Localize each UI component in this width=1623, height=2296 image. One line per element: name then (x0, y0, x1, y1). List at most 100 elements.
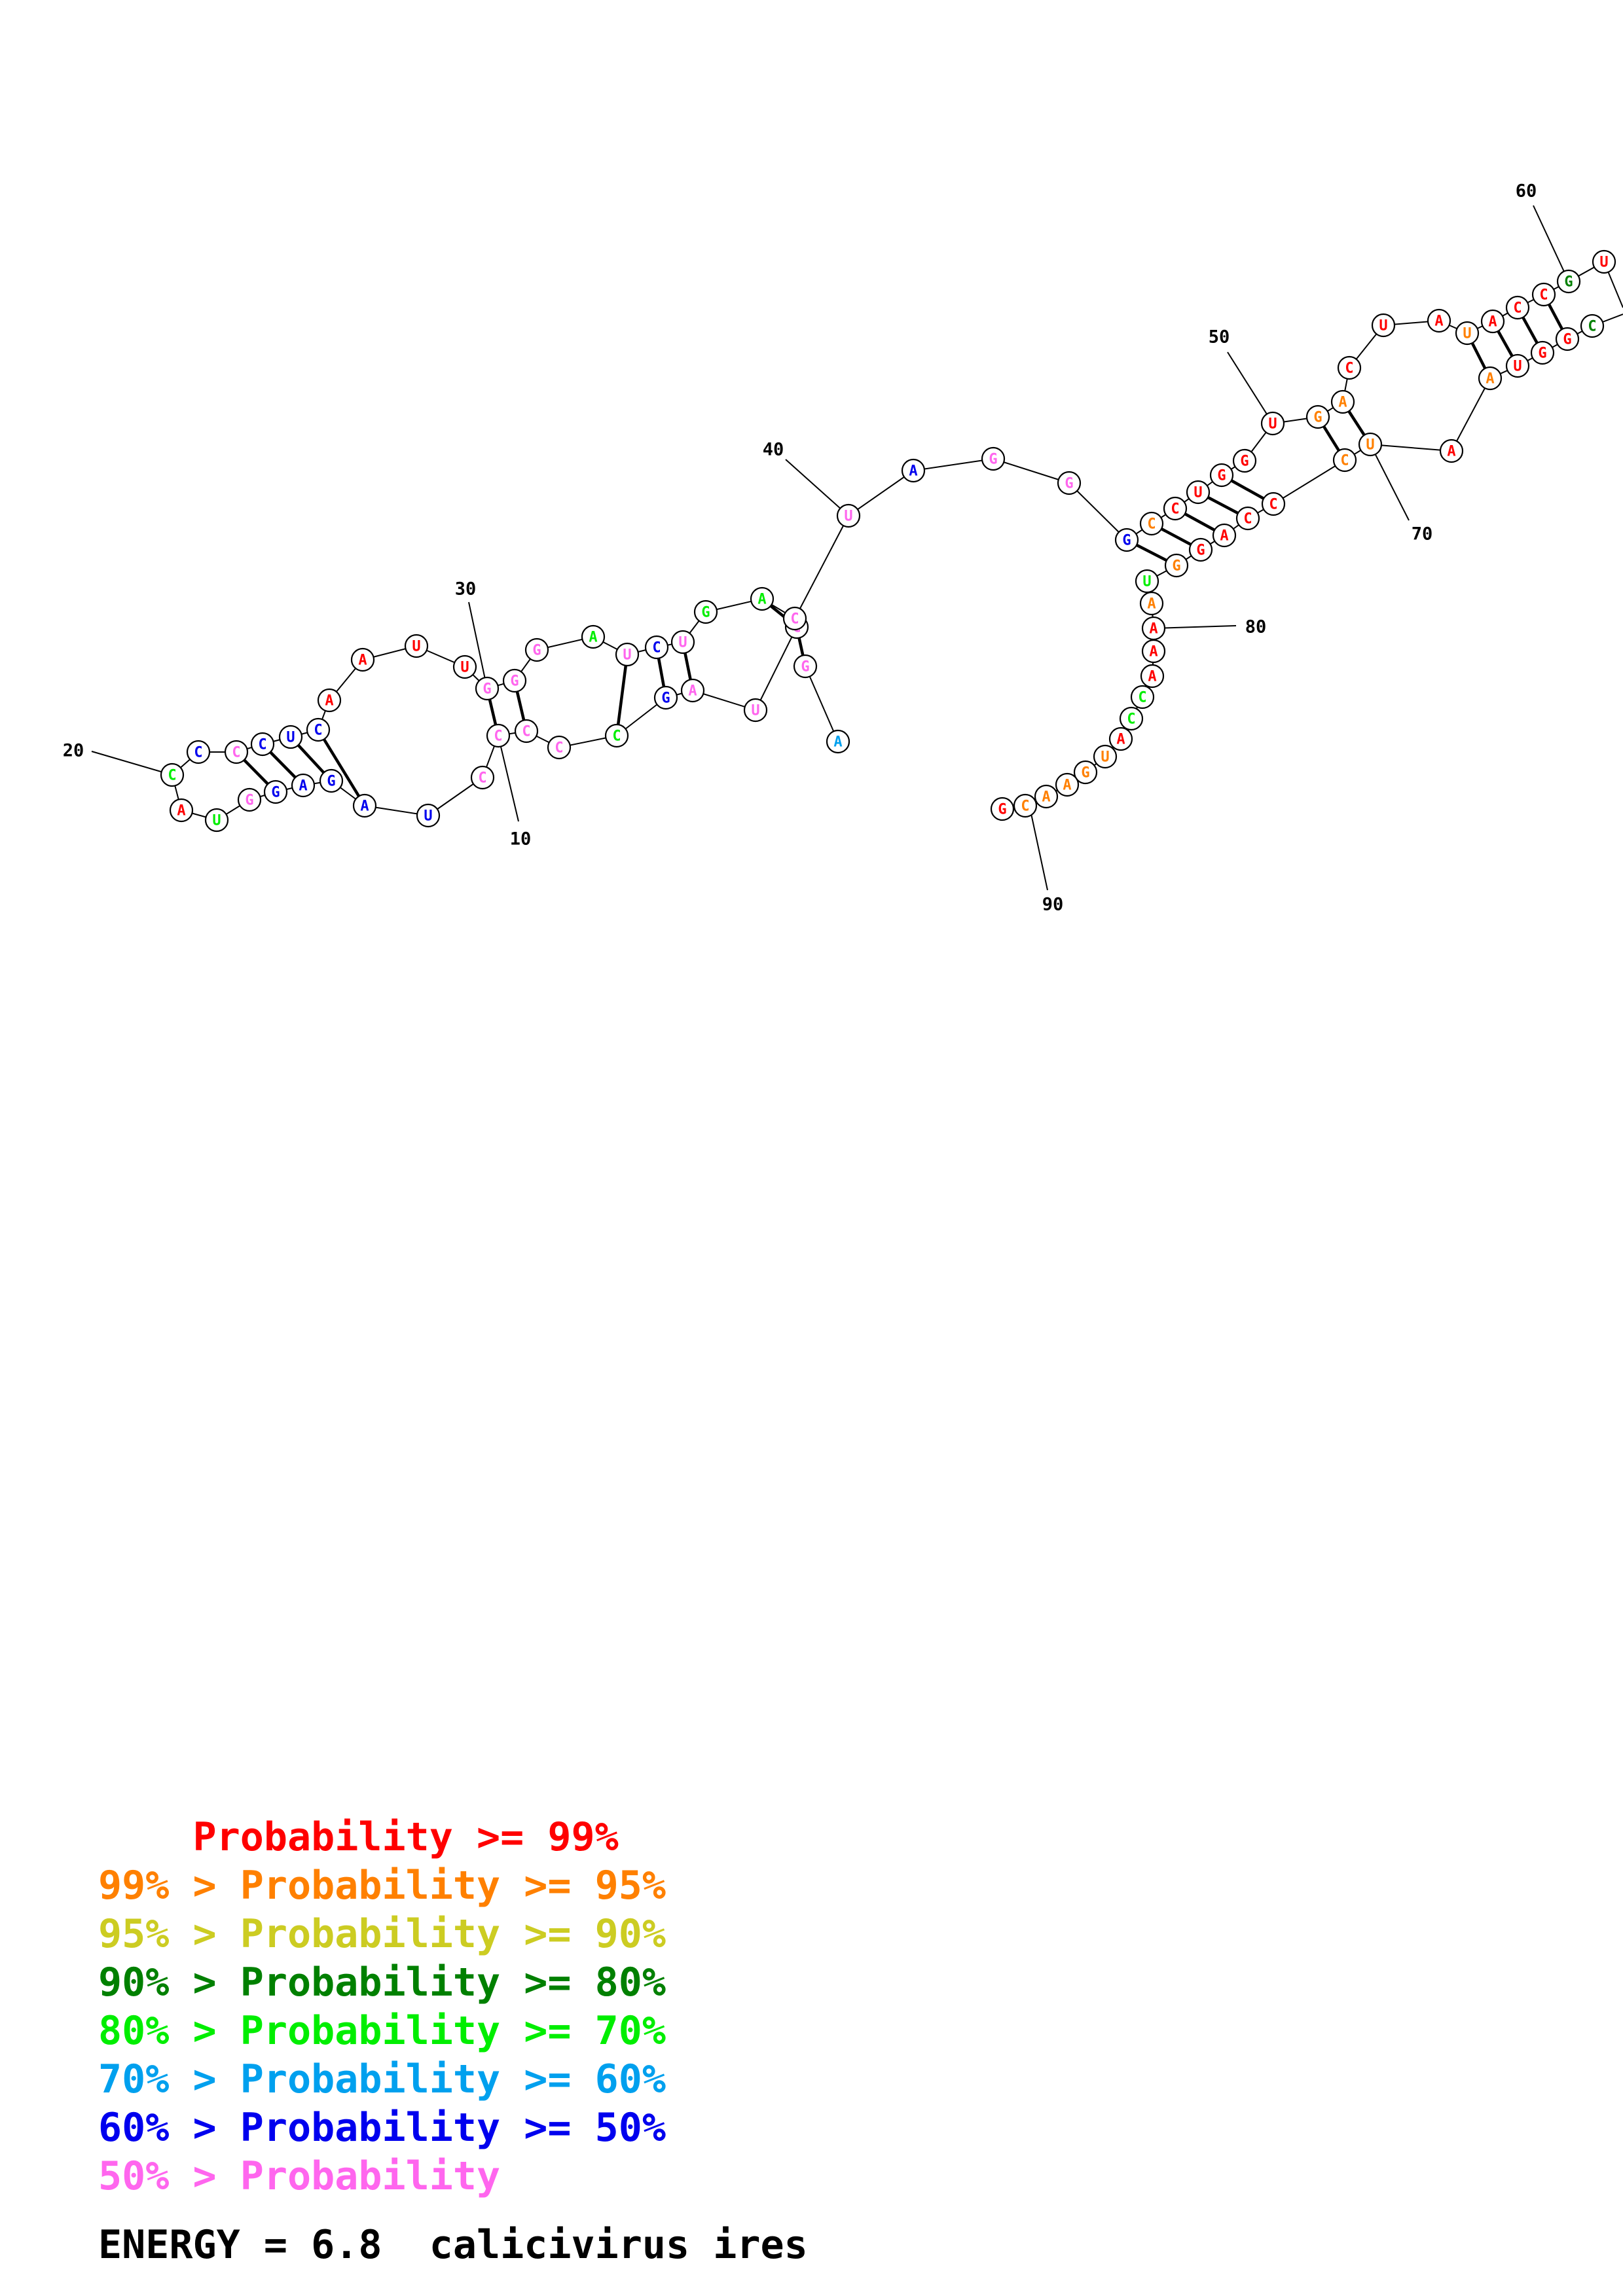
legend-prefix: 99% > (98, 1863, 240, 1909)
nucleotide: U (670, 630, 695, 655)
nucleotide: A (350, 647, 375, 672)
base-pair-bond (297, 744, 325, 774)
nucleotide: A (1141, 639, 1166, 664)
nucleotide-base: C (494, 728, 502, 745)
nucleotide-base: C (314, 723, 322, 739)
position-label: 70 (1412, 524, 1433, 545)
nucleotide-base: G (1172, 558, 1180, 575)
nucleotide: G (1164, 553, 1189, 578)
nucleotide-base: A (1147, 596, 1156, 613)
nucleotide: A (1439, 439, 1464, 463)
nucleotide-circle (1371, 313, 1396, 338)
nucleotide-base: G (1563, 332, 1571, 348)
nucleotide: C (1337, 355, 1362, 380)
nucleotide-circle (782, 606, 807, 631)
nucleotide-base: G (245, 793, 253, 809)
legend-text: Probability >= 60% (240, 2056, 666, 2102)
nucleotide: A (352, 793, 377, 818)
nucleotide-base: C (1243, 511, 1252, 528)
backbone-layer (172, 261, 1623, 821)
position-label: 80 (1245, 617, 1267, 637)
nucleotide-circle (981, 446, 1006, 471)
base-pair-bond (1135, 543, 1169, 562)
nucleotide: C (186, 740, 211, 764)
nucleotide-circle (1261, 492, 1286, 516)
nucleotide-base: C (555, 740, 563, 757)
nucleotide: U (416, 803, 441, 828)
legend-prefix: 50% > (98, 2153, 240, 2199)
nucleotide: C (604, 723, 629, 748)
nucleotide-circle (1057, 471, 1082, 495)
nucleotide-circle (514, 719, 539, 744)
legend-text: Probability (240, 2153, 501, 2199)
nucleotide-base: G (327, 774, 335, 790)
nucleotide-layer: AGCUAGCCCCCUAGAGGUACCCCUCAAUUGGGAUCUGACU… (160, 249, 1616, 833)
legend-text: Probability >= 90% (240, 1911, 666, 1957)
nucleotide-circle (990, 797, 1015, 821)
nucleotide-circle (1358, 432, 1383, 457)
legend-prefix: 95% > (98, 1911, 240, 1957)
nucleotide: G (981, 446, 1006, 471)
legend-prefix: 80% > (98, 2008, 240, 2054)
position-label: 10 (510, 829, 532, 850)
nucleotide-base: G (1081, 765, 1089, 781)
nucleotide: G (1232, 448, 1257, 473)
nucleotide-circle (1555, 327, 1580, 351)
nucleotide-circle (1232, 448, 1257, 473)
backbone-segment (755, 626, 797, 711)
base-pair-bond (616, 664, 628, 726)
nucleotide: A (1139, 591, 1164, 616)
nucleotide-circle (1530, 340, 1555, 365)
legend-text: Probability >= 80% (240, 1960, 666, 2005)
nucleotide-circle (680, 678, 705, 703)
nucleotide: A (750, 586, 775, 611)
nucleotide: U (1186, 480, 1211, 505)
nucleotide: A (1034, 784, 1059, 809)
nucleotide-circle (416, 803, 441, 828)
nucleotide-circle (319, 768, 344, 793)
nucleotide-base: G (1196, 543, 1205, 559)
nucleotide: C (1013, 793, 1038, 818)
position-label: 90 (1042, 895, 1064, 915)
nucleotide: G (793, 654, 818, 679)
nucleotide: C (644, 635, 669, 660)
nucleotide-base: A (1338, 395, 1347, 411)
nucleotide-base: A (1488, 314, 1497, 331)
legend-text: Probability >= 99% (192, 1814, 619, 1860)
nucleotide: U (1505, 353, 1530, 378)
base-pair-bond (1521, 315, 1539, 345)
position-tick (1029, 807, 1048, 891)
nucleotide-base: C (168, 768, 176, 784)
nucleotide-base: G (1538, 346, 1546, 362)
nucleotide: A (1427, 308, 1451, 333)
nucleotide: A (1480, 309, 1505, 334)
nucleotide: G (1188, 537, 1213, 562)
base-pair-bond (1470, 341, 1487, 370)
legend-prefix: 60% > (98, 2105, 240, 2151)
backbone-segment (1451, 378, 1491, 452)
nucleotide: C (224, 740, 249, 764)
nucleotide-circle (1455, 321, 1480, 346)
nucleotide-base: U (1463, 326, 1471, 342)
nucleotide-circle (452, 655, 477, 679)
nucleotide-base: A (909, 463, 917, 480)
backbone-segment (1273, 459, 1345, 505)
nucleotide-base: A (688, 683, 697, 700)
nucleotide-base: A (589, 630, 597, 646)
nucleotide-circle (581, 624, 606, 649)
legend-prefix: 70% > (98, 2056, 240, 2102)
nucleotide-circle (653, 685, 678, 710)
base-pair-bond (322, 738, 361, 798)
nucleotide-base: U (1142, 574, 1151, 590)
nucleotide: A (317, 688, 342, 713)
nucleotide: U (743, 698, 768, 723)
nucleotide-base: A (177, 803, 185, 819)
nucleotide-base: A (299, 778, 307, 795)
nucleotide: A (1108, 726, 1133, 751)
nucleotide-circle (350, 647, 375, 672)
base-pair-bond (1347, 410, 1366, 437)
base-pair-bond (1547, 302, 1564, 331)
nucleotide-base: G (1217, 468, 1226, 484)
nucleotide-base: U (1599, 255, 1608, 271)
nucleotide: A (901, 458, 926, 483)
